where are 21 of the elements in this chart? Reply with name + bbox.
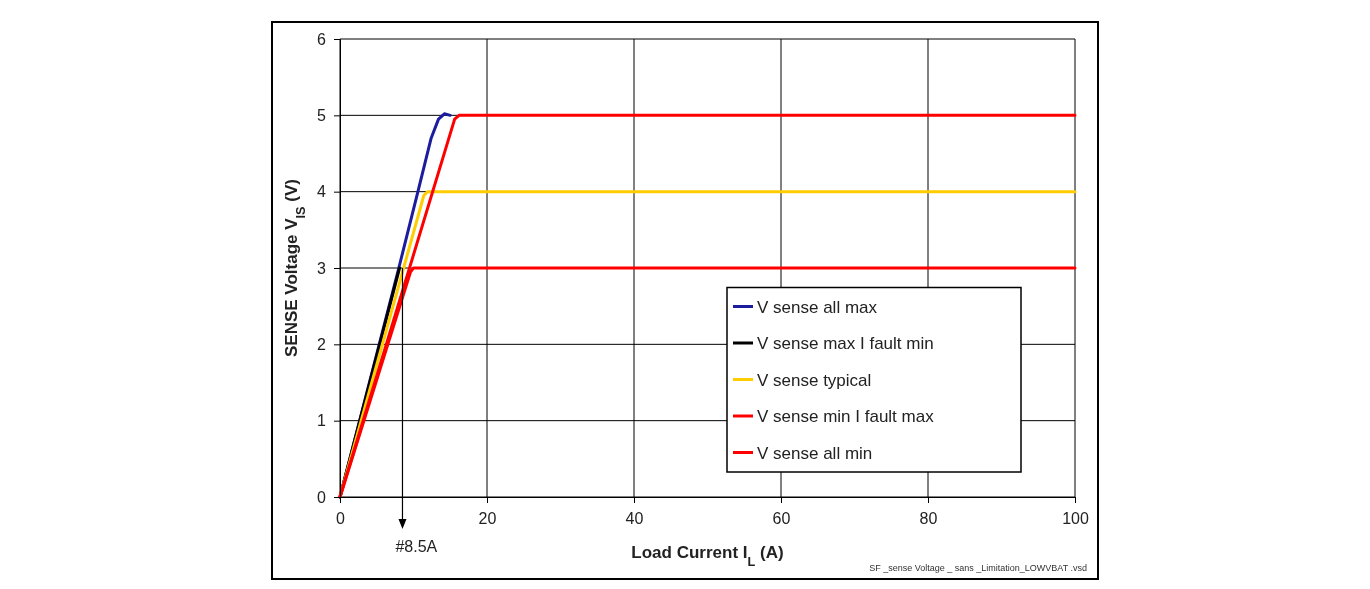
annotation: #8.5A — [395, 538, 438, 555]
legend-label: V sense min I fault max — [757, 407, 935, 426]
x-axis-title: Load Current I$_{L}$ (A) — [631, 543, 784, 569]
y-tick-label: 3 — [317, 259, 327, 277]
y-tick-label: 2 — [317, 335, 327, 353]
legend-label: V sense typical — [757, 370, 872, 390]
x-tick-label: 20 — [478, 510, 497, 528]
text: SF _sense Voltage _ sans _Limitation_LOWVBAT .vsd — [869, 563, 1087, 573]
x-tick-label: 100 — [1062, 510, 1089, 528]
y-tick-label: 5 — [317, 106, 327, 124]
x-tick-label: 0 — [336, 510, 346, 528]
x-tick-label: 60 — [772, 510, 791, 528]
y-tick-label: 4 — [317, 183, 327, 201]
y-tick-label: 6 — [317, 30, 327, 48]
legend-label: V sense all max — [757, 297, 878, 317]
y-tick-label: 0 — [317, 488, 327, 506]
x-tick-label: 40 — [625, 510, 644, 528]
x-tick-label: 80 — [919, 510, 938, 528]
y-tick-label: 1 — [317, 412, 327, 430]
legend-label: V sense max I fault min — [757, 334, 934, 353]
legend-label: V sense all min — [757, 443, 873, 463]
